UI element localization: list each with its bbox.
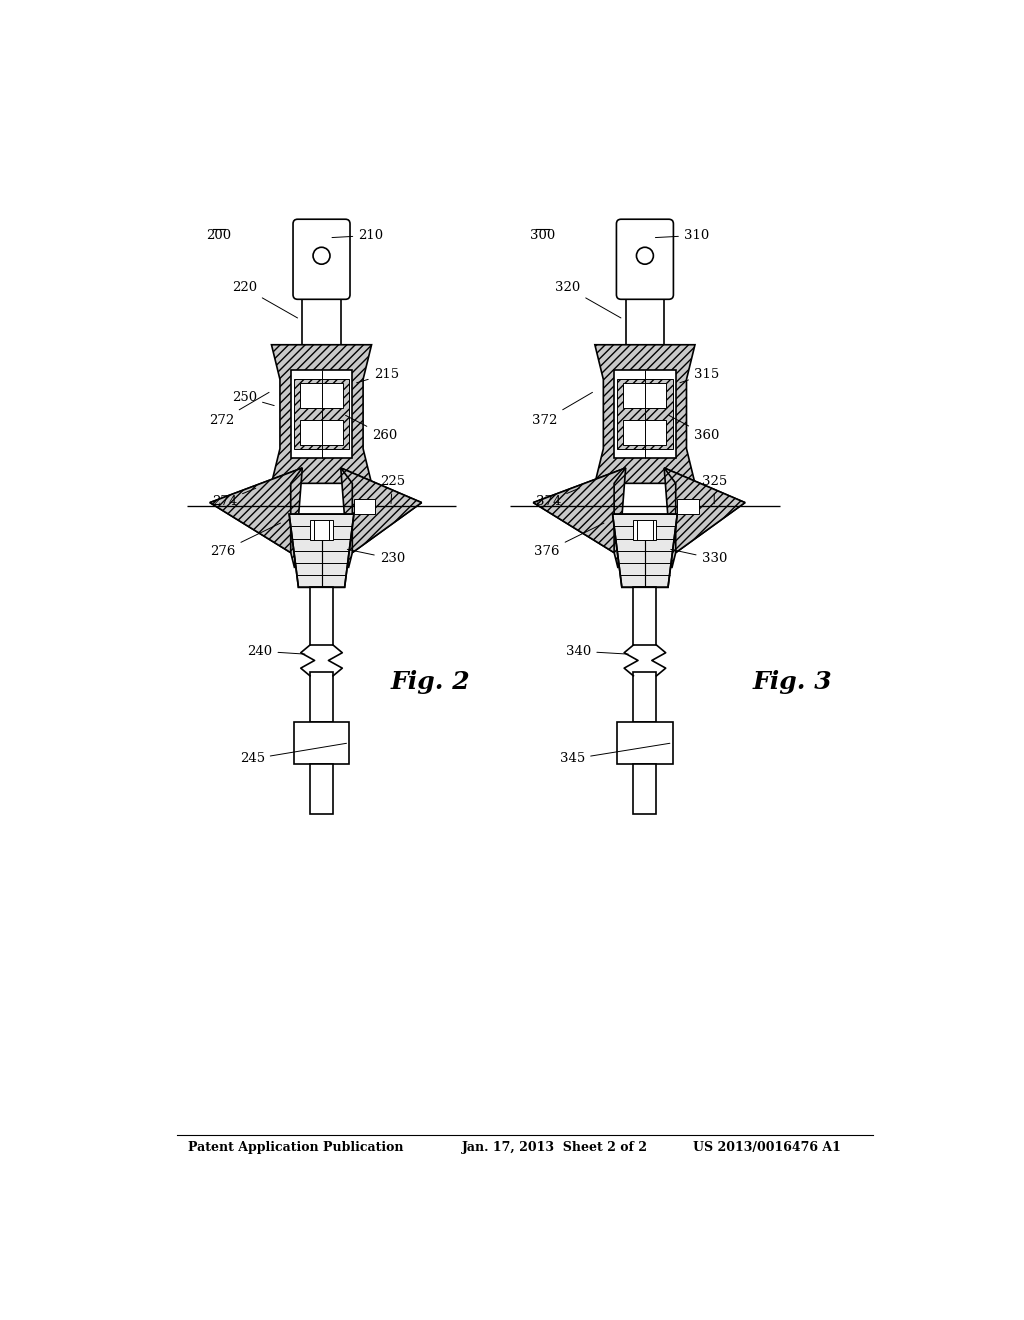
Bar	[624, 383, 667, 408]
Bar	[634, 587, 656, 645]
Text: 240: 240	[248, 644, 305, 657]
Text: 372: 372	[532, 392, 593, 426]
Bar	[310, 520, 333, 540]
Text: 300: 300	[529, 228, 555, 242]
Text: 374: 374	[536, 488, 580, 508]
Text: 345: 345	[560, 743, 670, 766]
Bar	[617, 379, 673, 450]
Polygon shape	[341, 469, 422, 568]
Text: 200: 200	[207, 228, 231, 242]
Text: 330: 330	[671, 549, 727, 565]
Text: 340: 340	[566, 644, 629, 657]
Polygon shape	[341, 469, 422, 553]
Text: 360: 360	[669, 416, 719, 442]
Bar	[294, 722, 349, 764]
Text: 320: 320	[555, 281, 621, 318]
Text: Jan. 17, 2013  Sheet 2 of 2: Jan. 17, 2013 Sheet 2 of 2	[462, 1142, 647, 1155]
Polygon shape	[534, 469, 626, 553]
Text: 260: 260	[345, 416, 397, 442]
Text: 376: 376	[535, 523, 604, 557]
Text: Patent Application Publication: Patent Application Publication	[188, 1142, 403, 1155]
Bar	[621, 224, 669, 294]
Text: 315: 315	[680, 367, 719, 383]
Text: 220: 220	[232, 281, 298, 318]
Polygon shape	[665, 469, 745, 568]
Bar	[291, 370, 352, 458]
Bar	[626, 294, 665, 345]
Bar	[310, 764, 333, 814]
Text: 250: 250	[232, 391, 274, 405]
Text: 210: 210	[332, 228, 383, 242]
FancyBboxPatch shape	[293, 219, 350, 300]
Bar	[614, 370, 676, 458]
Text: 230: 230	[347, 549, 404, 565]
Bar	[310, 587, 333, 645]
Text: 272: 272	[209, 392, 269, 426]
Polygon shape	[665, 469, 745, 553]
Bar	[617, 722, 673, 764]
Bar	[302, 294, 341, 345]
Polygon shape	[289, 515, 354, 587]
Bar	[677, 499, 698, 513]
Bar	[300, 420, 343, 445]
Bar	[300, 383, 343, 408]
Bar	[634, 520, 656, 540]
Text: 215: 215	[356, 367, 398, 383]
Polygon shape	[534, 469, 626, 568]
Text: 225: 225	[380, 475, 404, 504]
Polygon shape	[210, 469, 302, 568]
FancyBboxPatch shape	[616, 219, 674, 300]
Bar	[298, 224, 345, 294]
Text: 276: 276	[210, 523, 281, 557]
Polygon shape	[595, 345, 695, 483]
Bar	[624, 420, 667, 445]
Bar	[354, 499, 376, 513]
Text: Fig. 2: Fig. 2	[391, 671, 471, 694]
Bar	[310, 672, 333, 722]
Polygon shape	[210, 469, 302, 553]
Text: 325: 325	[701, 475, 727, 504]
Text: 245: 245	[240, 743, 346, 766]
Bar	[634, 764, 656, 814]
Text: US 2013/0016476 A1: US 2013/0016476 A1	[692, 1142, 841, 1155]
Bar	[294, 379, 349, 450]
Text: 310: 310	[655, 228, 710, 242]
Bar	[634, 672, 656, 722]
Text: 274: 274	[212, 488, 256, 508]
Polygon shape	[612, 515, 677, 587]
Text: Fig. 3: Fig. 3	[753, 671, 833, 694]
Polygon shape	[271, 345, 372, 483]
